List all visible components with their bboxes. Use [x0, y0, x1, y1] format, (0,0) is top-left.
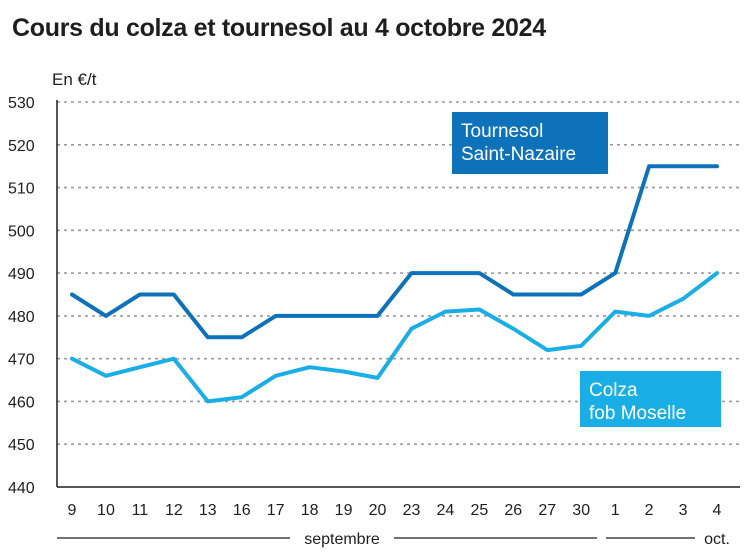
- series-label-text-1-1: fob Moselle: [589, 403, 686, 424]
- y-tick-label-500: 500: [8, 223, 35, 240]
- x-tick-label-1: 10: [97, 502, 115, 519]
- x-tick-label-6: 17: [267, 502, 285, 519]
- y-tick-label-460: 460: [8, 394, 35, 411]
- x-tick-label-14: 27: [538, 502, 556, 519]
- series-line-0: [70, 164, 719, 340]
- y-tick-label-530: 530: [8, 95, 35, 112]
- x-tick-label-10: 23: [403, 502, 421, 519]
- x-tick-label-5: 16: [233, 502, 251, 519]
- y-tick-label-470: 470: [8, 352, 35, 369]
- x-tick-label-11: 24: [437, 502, 455, 519]
- x-tick-label-7: 18: [301, 502, 319, 519]
- x-tick-label-15: 30: [572, 502, 590, 519]
- series-label-text-0-0: Tournesol: [461, 121, 543, 142]
- y-tick-label-440: 440: [8, 480, 35, 497]
- x-tick-label-8: 19: [335, 502, 353, 519]
- y-tick-label-490: 490: [8, 266, 35, 283]
- chart-title: Cours du colza et tournesol au 4 octobre…: [12, 14, 546, 42]
- x-tick-label-3: 12: [165, 502, 183, 519]
- series-label-box-0: [452, 112, 608, 174]
- x-tick-label-18: 3: [679, 502, 688, 519]
- y-tick-label-450: 450: [8, 437, 35, 454]
- x-tick-label-12: 25: [470, 502, 488, 519]
- y-tick-label-480: 480: [8, 309, 35, 326]
- x-tick-label-2: 11: [132, 502, 149, 519]
- y-tick-label-510: 510: [8, 181, 35, 198]
- series-label-text-1-0: Colza: [589, 380, 638, 401]
- y-axis-unit-label: En €/t: [52, 70, 97, 89]
- x-tick-label-9: 20: [369, 502, 387, 519]
- month-label-oct: oct.: [704, 531, 730, 548]
- series-label-text-0-1: Saint-Nazaire: [461, 144, 576, 165]
- x-tick-label-19: 4: [713, 502, 722, 519]
- x-tick-label-4: 13: [199, 502, 217, 519]
- x-tick-label-13: 26: [504, 502, 522, 519]
- series-label-box-1: [580, 371, 721, 427]
- y-tick-label-520: 520: [8, 138, 35, 155]
- x-tick-label-16: 1: [611, 502, 620, 519]
- x-tick-label-0: 9: [68, 502, 77, 519]
- month-label-septembre: septembre: [304, 531, 380, 548]
- x-tick-label-17: 2: [645, 502, 654, 519]
- series-line-1: [70, 271, 719, 404]
